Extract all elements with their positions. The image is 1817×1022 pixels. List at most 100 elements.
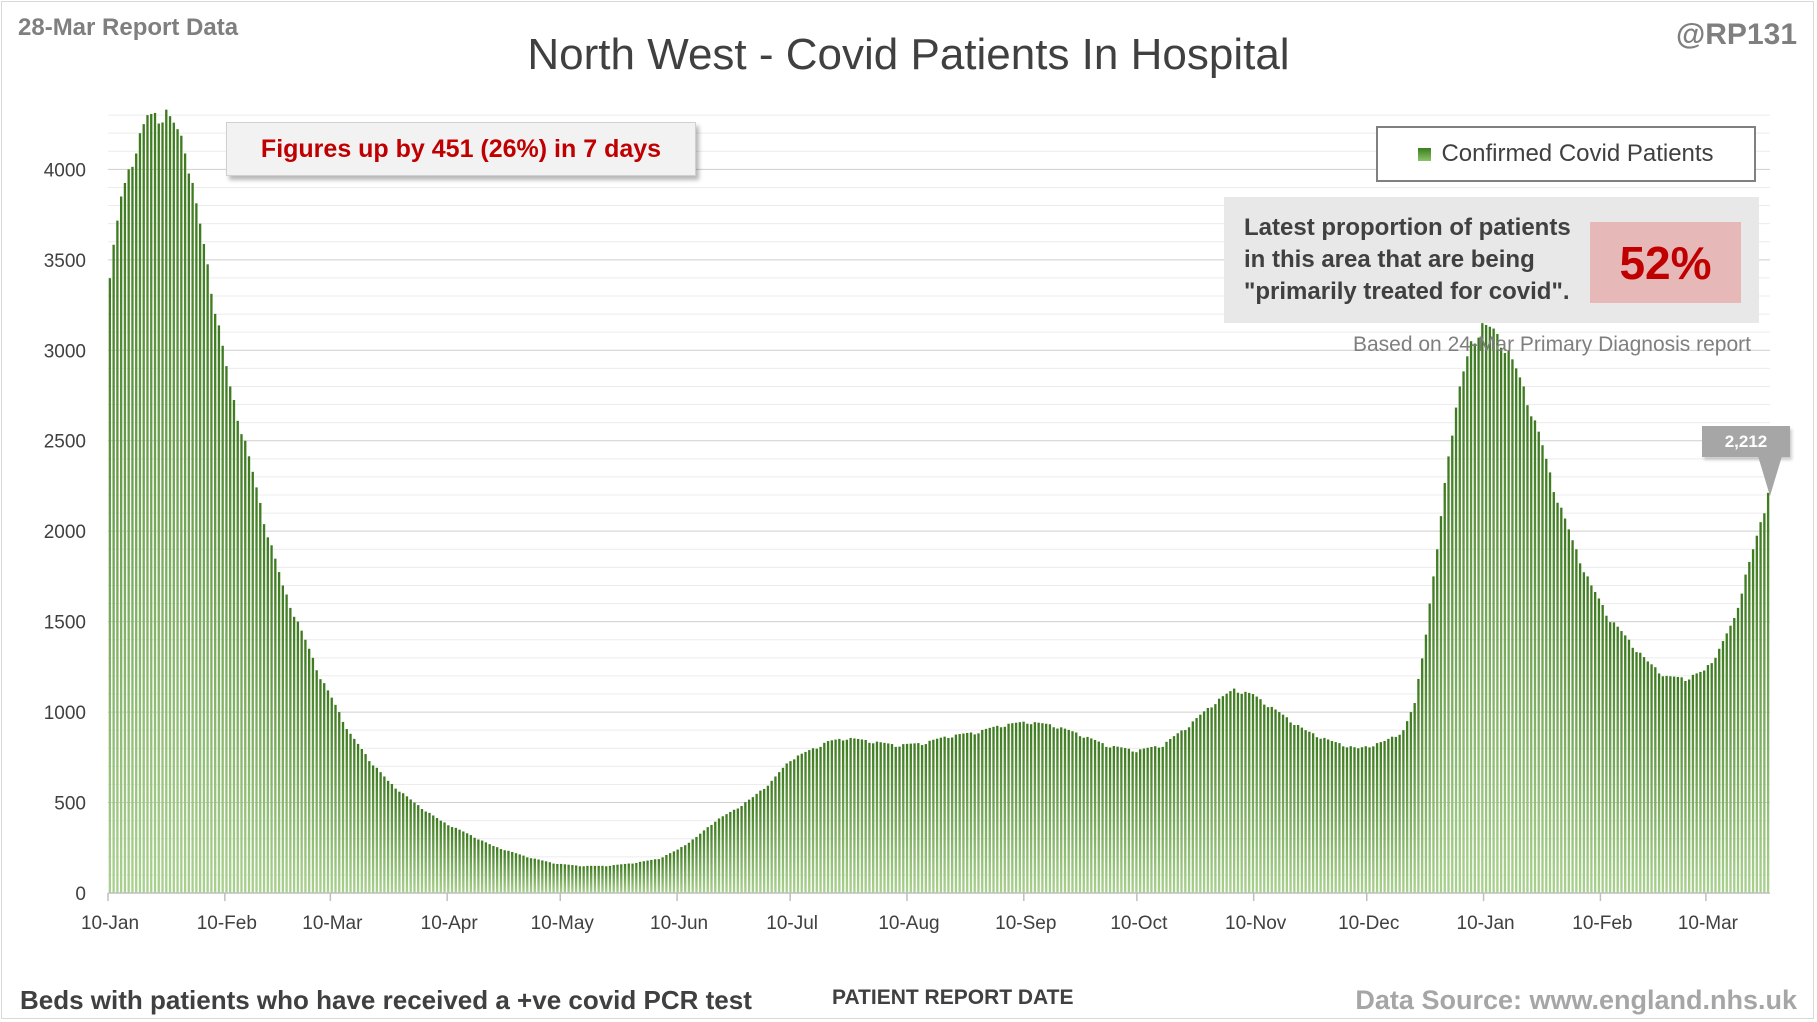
bar — [127, 169, 130, 894]
bar — [300, 630, 303, 893]
y-tick-label: 3500 — [44, 251, 86, 272]
bar — [123, 182, 127, 893]
bar — [281, 585, 285, 893]
bar — [620, 864, 623, 893]
bar — [1383, 741, 1386, 893]
bar — [142, 124, 145, 893]
bar — [447, 825, 450, 893]
bar — [492, 845, 495, 893]
bar — [992, 726, 995, 893]
bar — [1221, 696, 1225, 893]
bar — [503, 850, 506, 893]
bar — [1233, 688, 1236, 893]
bar — [1676, 676, 1680, 893]
bar — [1112, 746, 1116, 893]
bar — [706, 827, 709, 893]
bar — [1627, 639, 1631, 893]
bar — [559, 863, 563, 893]
bar — [578, 866, 582, 893]
bar — [597, 865, 600, 893]
bar — [1390, 736, 1394, 893]
bar — [898, 746, 901, 893]
bar — [770, 780, 773, 893]
bar — [1327, 739, 1330, 893]
bar — [766, 785, 770, 893]
bar — [1699, 671, 1702, 893]
bar — [480, 840, 484, 893]
bar — [702, 830, 706, 893]
bar — [638, 861, 642, 893]
bar — [1458, 386, 1461, 893]
bar — [1609, 622, 1612, 893]
bar — [853, 738, 856, 893]
bar — [849, 737, 852, 893]
bar — [924, 744, 927, 893]
bar — [800, 753, 803, 893]
bar — [1488, 326, 1492, 893]
bar — [1184, 730, 1187, 893]
bar — [1740, 593, 1743, 893]
bar — [725, 814, 728, 893]
weekly-change-annotation: Figures up by 451 (26%) in 7 days — [226, 122, 696, 176]
bar — [856, 738, 860, 893]
y-tick-label: 2000 — [44, 522, 86, 543]
y-tick-label: 0 — [75, 884, 86, 905]
x-tick-label: 10-Jun — [650, 913, 708, 934]
bar — [251, 471, 254, 893]
bar — [183, 153, 187, 894]
bar — [650, 859, 653, 893]
bar — [368, 761, 371, 893]
bar — [687, 842, 691, 893]
bar — [195, 203, 198, 893]
bar — [635, 862, 638, 893]
bar — [1387, 738, 1390, 893]
bar — [1236, 692, 1240, 893]
bar — [1075, 732, 1078, 893]
bar — [1169, 738, 1172, 893]
bar — [165, 109, 168, 893]
bar — [304, 639, 307, 893]
bar — [1018, 722, 1022, 893]
bar — [890, 744, 894, 893]
bar — [567, 864, 570, 893]
bar — [225, 366, 228, 894]
bar — [883, 742, 886, 893]
bar — [198, 223, 202, 893]
bar — [582, 866, 585, 893]
bar — [909, 743, 912, 893]
bar — [146, 115, 149, 894]
bar — [661, 857, 664, 893]
chart-legend: Confirmed Covid Patients — [1376, 126, 1756, 182]
bar — [1146, 747, 1149, 893]
bar — [1308, 731, 1311, 893]
y-tick-label: 1000 — [44, 703, 86, 724]
bar — [255, 487, 258, 893]
bar — [977, 733, 980, 893]
bar — [153, 112, 157, 894]
bar — [740, 806, 743, 893]
bar — [988, 727, 991, 893]
bar — [676, 849, 679, 893]
bar — [1274, 709, 1277, 893]
bar — [1214, 704, 1217, 893]
bar — [1142, 748, 1146, 893]
bar — [1071, 731, 1074, 893]
bar — [1526, 405, 1529, 893]
bar — [1515, 368, 1518, 893]
bar — [1349, 746, 1352, 893]
bar — [1063, 728, 1067, 893]
bar — [1285, 717, 1288, 893]
bar — [1364, 746, 1367, 893]
bar — [762, 788, 766, 893]
bar — [1086, 736, 1089, 893]
legend-swatch — [1418, 147, 1432, 161]
bar — [616, 864, 619, 893]
bar — [1263, 704, 1266, 893]
bar — [1548, 472, 1552, 893]
bar — [548, 862, 551, 893]
bar — [1154, 746, 1157, 893]
bar — [206, 264, 209, 894]
proportion-value: 52% — [1590, 222, 1741, 303]
bar — [804, 751, 807, 893]
